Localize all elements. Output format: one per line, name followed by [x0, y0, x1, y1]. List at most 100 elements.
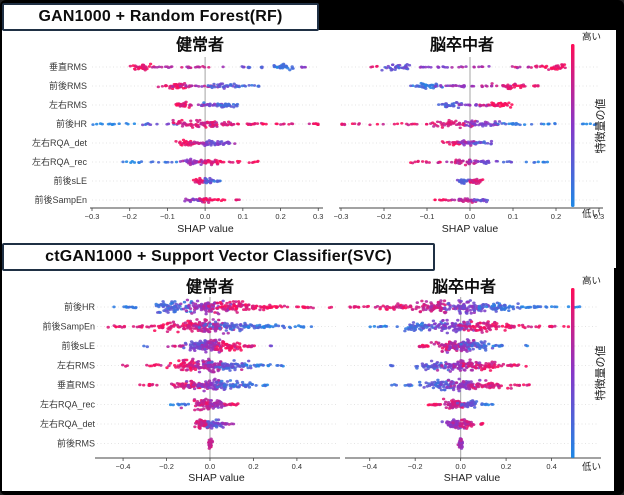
shap-dot [272, 64, 276, 67]
shap-dot [232, 326, 236, 330]
shap-dot [536, 160, 540, 164]
shap-dot [166, 66, 171, 70]
shap-dot [424, 344, 428, 347]
shap-dot [203, 319, 207, 323]
shap-dot [423, 323, 428, 327]
shap-dot [219, 403, 224, 406]
shap-dot [460, 181, 464, 184]
shap-dot [457, 197, 461, 201]
shap-dot [462, 328, 466, 332]
colorbar-bar [571, 288, 575, 458]
shap-dot [132, 67, 137, 71]
shap-dot [205, 426, 209, 429]
shap-dot [482, 364, 487, 367]
shap-dot [180, 65, 184, 69]
shap-dot [255, 160, 260, 164]
shap-dot [469, 311, 473, 315]
shap-dot [394, 66, 398, 69]
shap-dot [456, 305, 460, 308]
shap-dot [196, 120, 200, 124]
shap-dot [362, 305, 366, 308]
shap-dot [179, 362, 183, 366]
shap-dot [455, 401, 460, 405]
shap-dot [525, 344, 529, 348]
feature-row-points [409, 81, 540, 91]
shap-dot [201, 65, 205, 68]
shap-dot [439, 84, 443, 87]
shap-dot [459, 349, 464, 353]
shap-dot [171, 118, 175, 122]
shap-dot [190, 312, 194, 315]
shap-dot [464, 419, 468, 423]
shap-dot [461, 123, 465, 127]
shap-dot [160, 84, 165, 88]
feature-label: 前後SampEn [42, 321, 95, 332]
shap-dot [375, 305, 380, 308]
shap-dot [473, 306, 477, 310]
shap-dot [185, 158, 189, 162]
shap-dot [459, 359, 464, 363]
shap-dot [455, 159, 459, 163]
shap-dot [189, 345, 193, 349]
shap-dot [207, 386, 211, 390]
shap-dot [126, 305, 131, 309]
shap-dot [508, 304, 512, 308]
feature-row-points [193, 418, 236, 430]
shap-dot [450, 160, 454, 164]
colorbar-low-label: 低い [582, 461, 601, 473]
shap-dot [499, 384, 503, 388]
shap-dot [188, 159, 193, 162]
shap-dot [221, 368, 225, 371]
shap-dot [439, 380, 443, 384]
shap-dot [254, 304, 258, 308]
shap-dot [482, 326, 486, 330]
feature-row-points [388, 358, 528, 373]
shap-dot [201, 327, 206, 331]
shap-dot [141, 123, 145, 127]
shap-dot [171, 320, 176, 324]
shap-dot [380, 68, 384, 72]
shap-dot [549, 324, 554, 328]
plot-2: −0.3 −0.2 −0.1 0.0 0.1 0.2 0.3 脳卒中者 SHAP value [334, 35, 605, 235]
feature-label: 左右RMS [49, 99, 87, 110]
shap-dot [461, 380, 466, 383]
feature-row-points [437, 101, 514, 110]
shap-dot [187, 106, 191, 109]
shap-dot [211, 370, 216, 374]
shap-dot [175, 382, 180, 385]
shap-dot [148, 62, 153, 66]
shap-dot [463, 103, 468, 107]
shap-dot [301, 325, 306, 328]
shap-dot [390, 63, 395, 67]
shap-dot [487, 342, 491, 346]
shap-dot [178, 140, 182, 144]
shap-dot [489, 324, 494, 328]
feature-label: 前後RMS [49, 80, 87, 91]
shap-dot [206, 84, 210, 87]
shap-dot [190, 126, 195, 129]
shap-dot [435, 368, 440, 372]
shap-dot [453, 161, 458, 165]
shap-dot [165, 366, 169, 370]
shap-dot [429, 304, 434, 308]
shap-dot [280, 66, 285, 70]
shap-dot [144, 122, 149, 126]
shap-dot [454, 426, 458, 430]
shap-dot [235, 102, 240, 106]
shap-dot [451, 421, 455, 425]
shap-dot [213, 383, 218, 387]
shap-dot [533, 84, 537, 87]
shap-dot [223, 383, 227, 387]
shap-dot [457, 65, 461, 69]
shap-dot [238, 329, 242, 333]
x-tick-label: −0.2 [159, 462, 174, 471]
shap-dot [422, 386, 426, 389]
shap-dot [197, 85, 201, 88]
shap-dot [214, 327, 218, 331]
shap-dot [562, 325, 566, 328]
shap-dot [442, 299, 447, 303]
shap-dot [134, 306, 138, 309]
shap-dot [422, 303, 426, 307]
shap-dot [218, 424, 222, 428]
